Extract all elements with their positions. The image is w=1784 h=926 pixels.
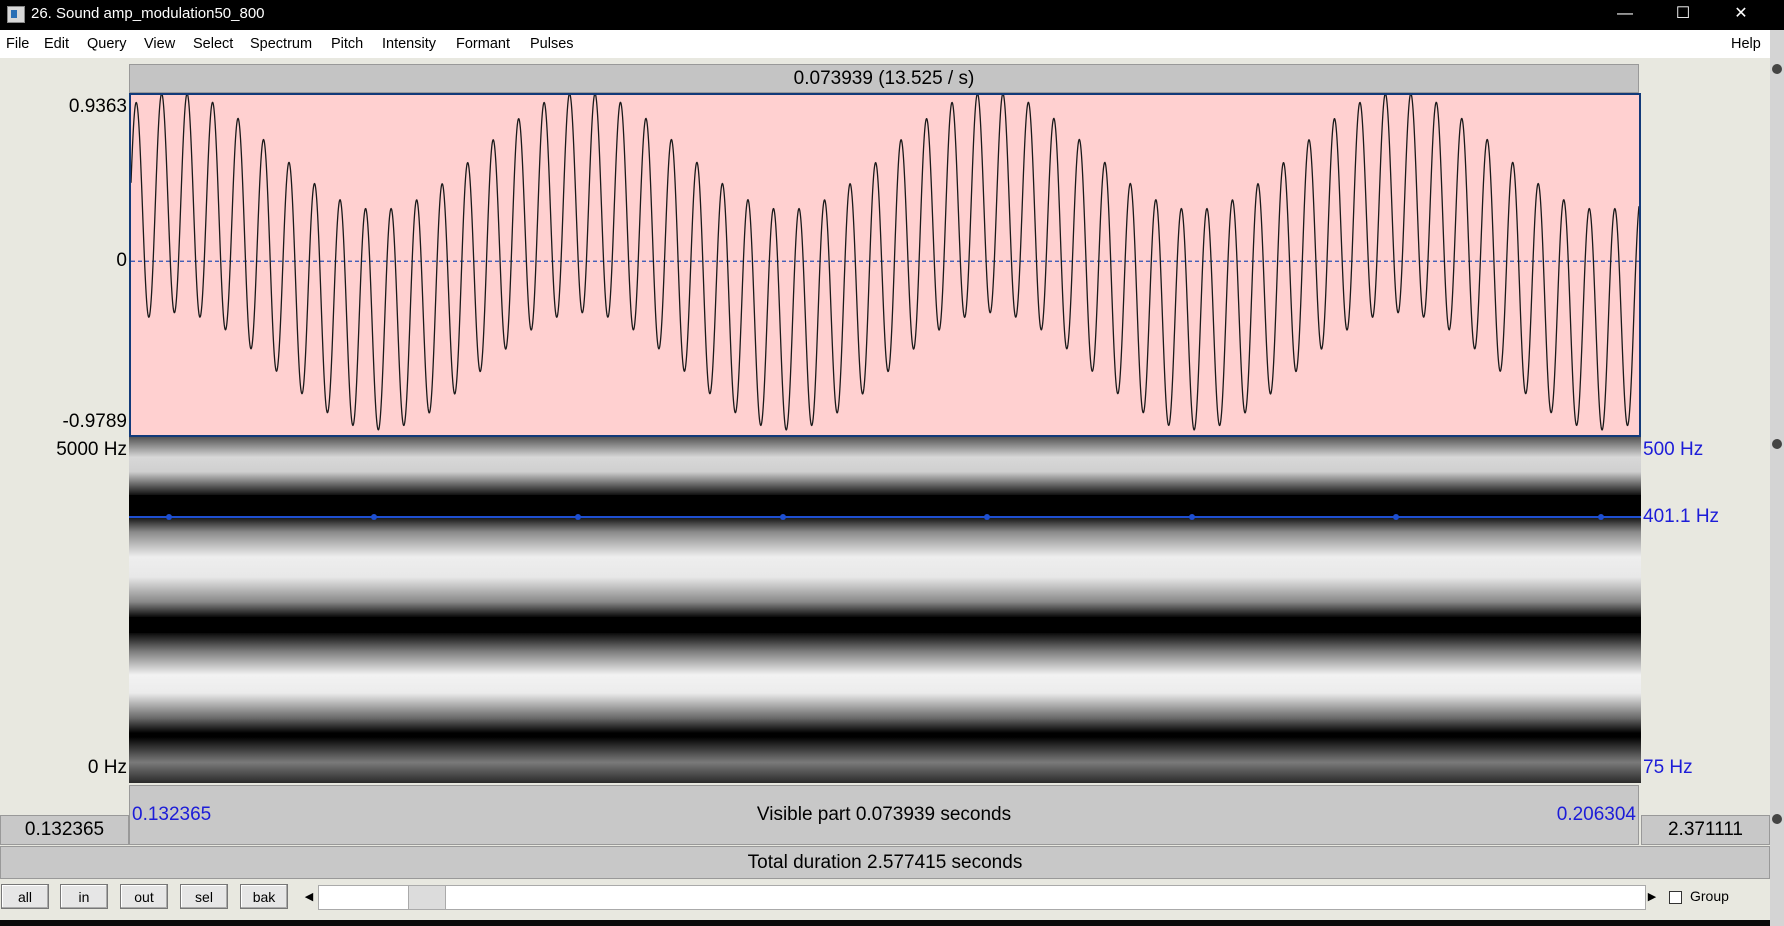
spectrogram-panel[interactable] — [129, 437, 1641, 783]
zoom-all-button[interactable]: all — [1, 884, 49, 909]
strip-handle-icon — [1772, 814, 1782, 824]
pitch-point — [1598, 514, 1604, 520]
spectrogram-band — [129, 517, 1641, 617]
maximize-button[interactable]: ☐ — [1675, 5, 1691, 22]
pitch-point — [371, 514, 377, 520]
spectrogram-band — [129, 437, 1641, 495]
zoom-in-button[interactable]: in — [60, 884, 108, 909]
taskbar-edge — [0, 920, 1770, 926]
waveform-zero-label: 0 — [116, 250, 127, 271]
spectrogram-band — [129, 737, 1641, 783]
side-strip — [1770, 30, 1784, 926]
zoom-selection-button[interactable]: sel — [180, 884, 228, 909]
pitch-point — [1393, 514, 1399, 520]
right-hidden-part-box[interactable]: 2.371111 — [1641, 815, 1770, 845]
menu-select[interactable]: Select — [193, 36, 234, 52]
visible-part-label: Visible part 0.073939 seconds — [756, 804, 1012, 825]
waveform-min-label: -0.9789 — [62, 411, 127, 432]
minimize-button[interactable]: — — [1617, 5, 1633, 22]
menu-view[interactable]: View — [144, 36, 176, 52]
menu-help[interactable]: Help — [1731, 36, 1761, 52]
pitch-point — [575, 514, 581, 520]
visible-part-bar[interactable]: 0.132365 Visible part 0.073939 seconds 0… — [129, 785, 1639, 845]
spectrogram-band — [129, 633, 1641, 733]
visible-start-time: 0.132365 — [132, 804, 212, 825]
menu-spectrum[interactable]: Spectrum — [250, 36, 313, 52]
pitch-max-label: 500 Hz — [1643, 439, 1704, 460]
scroll-right-icon[interactable]: ▶ — [1647, 891, 1657, 903]
strip-handle-icon — [1772, 64, 1782, 74]
pitch-point — [166, 514, 172, 520]
zoom-out-button[interactable]: out — [120, 884, 168, 909]
total-duration-bar[interactable]: Total duration 2.577415 seconds — [0, 846, 1770, 879]
menu-query[interactable]: Query — [87, 36, 127, 52]
menu-formant[interactable]: Formant — [456, 36, 510, 52]
left-hidden-part-box[interactable]: 0.132365 — [0, 815, 129, 845]
scroll-left-icon[interactable]: ◀ — [304, 891, 314, 903]
waveform-trace — [131, 95, 1639, 431]
selection-duration-bar[interactable]: 0.073939 (13.525 / s) — [129, 64, 1639, 93]
spectrogram-min-label: 0 Hz — [87, 757, 127, 778]
window-title: 26. Sound amp_modulation50_800 — [31, 5, 265, 22]
zoom-back-button[interactable]: bak — [240, 884, 288, 909]
scrollbar-thumb[interactable] — [408, 886, 446, 909]
spectrogram-max-label: 5000 Hz — [56, 439, 127, 460]
close-button[interactable]: ✕ — [1734, 5, 1748, 22]
waveform-plot — [131, 95, 1639, 431]
horizontal-scrollbar[interactable] — [318, 885, 1646, 910]
menu-pitch[interactable]: Pitch — [331, 36, 364, 52]
menu-pulses[interactable]: Pulses — [530, 36, 574, 52]
pitch-value-label: 401.1 Hz — [1643, 506, 1720, 527]
visible-end-time: 0.206304 — [1556, 804, 1636, 825]
title-bar: 26. Sound amp_modulation50_800 — ☐ ✕ — [0, 0, 1784, 30]
pitch-point — [1189, 514, 1195, 520]
strip-handle-icon — [1772, 439, 1782, 449]
praat-window-icon — [7, 6, 25, 23]
bottom-toolbar: all in out sel bak ◀ ▶ Group — [0, 879, 1770, 926]
pitch-track — [129, 516, 1641, 518]
menu-edit[interactable]: Edit — [44, 36, 69, 52]
group-checkbox[interactable] — [1669, 891, 1682, 904]
menu-bar: File Edit Query View Select Spectrum Pit… — [0, 30, 1770, 58]
menu-file[interactable]: File — [6, 36, 30, 52]
pitch-point — [984, 514, 990, 520]
waveform-panel[interactable] — [129, 93, 1641, 437]
pitch-point — [780, 514, 786, 520]
group-label: Group — [1690, 888, 1729, 904]
menu-intensity[interactable]: Intensity — [382, 36, 436, 52]
pitch-min-label: 75 Hz — [1643, 757, 1693, 778]
waveform-max-label: 0.9363 — [68, 96, 127, 117]
